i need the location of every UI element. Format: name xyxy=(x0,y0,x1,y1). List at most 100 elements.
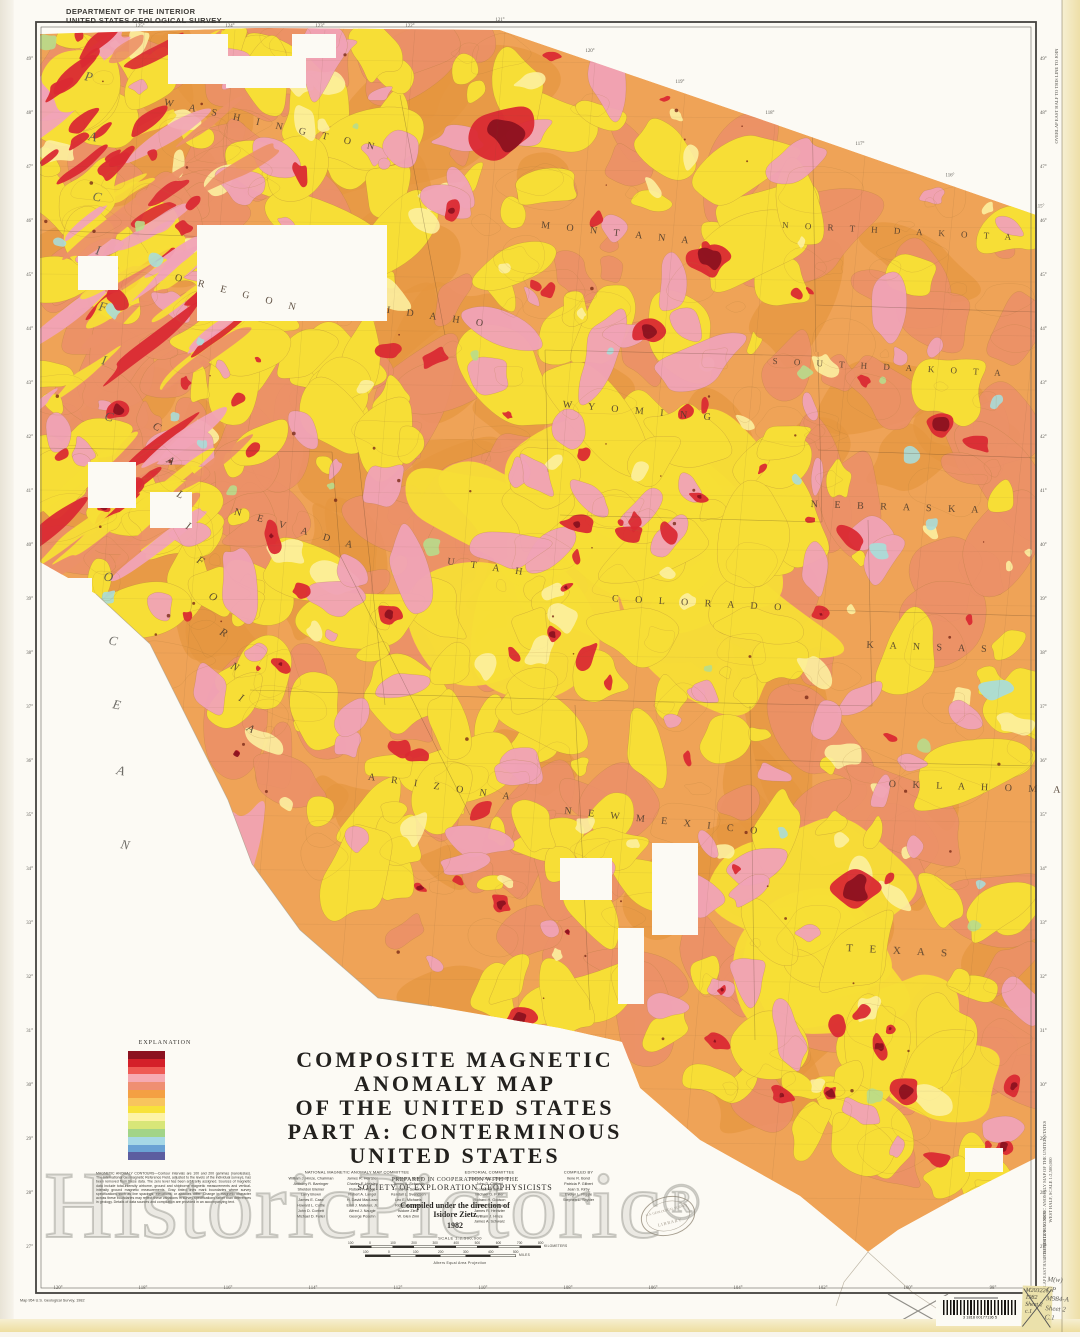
svg-text:42°: 42° xyxy=(1040,435,1047,440)
scale-unit: MILES xyxy=(519,1253,531,1258)
map-title-line2: OF THE UNITED STATES xyxy=(295,1095,615,1120)
svg-text:C: C xyxy=(107,632,119,649)
svg-text:COMPOSITE MAGNETIC ANOMALY MAP: COMPOSITE MAGNETIC ANOMALY MAP OF THE UN… xyxy=(1042,1120,1047,1259)
legend-note: MAGNETIC ANOMALY CONTOURS—Contour interv… xyxy=(96,1172,251,1205)
committee-name: William J. Hinze xyxy=(476,1213,503,1219)
svg-text:36°: 36° xyxy=(1040,759,1047,764)
svg-text:27°: 27° xyxy=(26,1245,33,1250)
lat-labels: 49° 49° 48° 48° 47° 47° 46° 46° 45° 45° 44° 44° 43° 4… xyxy=(26,57,1047,1250)
svg-text:T E X A S: T E X A S xyxy=(846,942,955,960)
svg-text:I: I xyxy=(99,352,108,368)
scale-tick: 0 xyxy=(388,1250,390,1255)
svg-text:I: I xyxy=(236,692,247,705)
svg-text:122°: 122° xyxy=(405,24,414,29)
legend-title: EXPLANATION xyxy=(138,1040,192,1046)
national-committee-title: NATIONAL MAGNETIC ANOMALY MAP COMMITTEE xyxy=(304,1170,410,1175)
svg-text:33°: 33° xyxy=(26,921,33,926)
svg-text:41°: 41° xyxy=(26,489,33,494)
svg-text:42°: 42° xyxy=(26,435,33,440)
svg-text:A: A xyxy=(114,762,126,779)
scale-tick: 500 xyxy=(513,1250,519,1255)
legend-swatch xyxy=(128,1121,165,1130)
scale-tick: 200 xyxy=(411,1241,417,1246)
svg-text:121°: 121° xyxy=(495,18,504,23)
svg-text:112°: 112° xyxy=(394,1286,403,1291)
svg-text:98°: 98° xyxy=(990,1286,997,1291)
legend-swatch xyxy=(128,1074,165,1084)
committee-column: Michael S. Reford James A. Schwarz Fred W.… xyxy=(391,1176,425,1219)
scan-edge-bottom xyxy=(0,1319,1080,1332)
committee-name: John D. Corbett xyxy=(476,1181,503,1186)
survey-gaps xyxy=(60,34,1003,1172)
compiled-line: Compiled under the direction of xyxy=(400,1201,510,1210)
legend-color-bar xyxy=(128,1051,165,1161)
svg-text:O: O xyxy=(102,568,115,585)
scale-unit: KILOMETERS xyxy=(544,1244,568,1249)
scale-tick: 200 xyxy=(438,1250,444,1255)
scale-tick: 100 xyxy=(363,1250,369,1255)
barcode-digits: 3 1818 00177136 5 xyxy=(962,1316,998,1320)
svg-text:34°: 34° xyxy=(26,867,33,872)
committee-name: William J. Hinze, Chairman xyxy=(288,1176,334,1181)
committee-name: Richard J. Wold xyxy=(395,1202,422,1208)
legend-swatch xyxy=(128,1144,165,1154)
committee-name: Jean S. Kirby xyxy=(567,1186,590,1192)
svg-text:48°: 48° xyxy=(1040,111,1047,116)
committee-name: W. Glen Zinn xyxy=(397,1213,420,1219)
committee-name: Michael D. Fuller xyxy=(475,1192,504,1197)
svg-text:44°: 44° xyxy=(1040,327,1047,332)
committee-name: Michael D. Fuller xyxy=(296,1213,326,1219)
svg-text:44°: 44° xyxy=(26,327,33,332)
committee-name: Sheldon Breiner xyxy=(297,1186,325,1192)
km-scale-bar: 100 0 100 200 300 400 500 600 700 800 KILOMETERS xyxy=(330,1241,590,1250)
svg-text:43°: 43° xyxy=(26,381,33,386)
svg-text:35°: 35° xyxy=(1040,813,1047,818)
svg-text:45°: 45° xyxy=(1040,273,1047,278)
committee-name: James A. Schwarz xyxy=(392,1181,424,1186)
svg-text:46°: 46° xyxy=(1040,219,1047,224)
svg-text:116°: 116° xyxy=(224,1286,233,1291)
svg-text:28°: 28° xyxy=(26,1191,33,1196)
pencil-line: C.1 xyxy=(1044,1313,1055,1322)
svg-text:43°: 43° xyxy=(1040,381,1047,386)
legend-swatch xyxy=(128,1082,165,1091)
cooperation-line: PREPARED IN COOPERATION WITH THE xyxy=(391,1177,519,1183)
cooperation-society: SOCIETY OF EXPLORATION GEOPHYSICISTS xyxy=(357,1183,553,1192)
scale-tick: 100 xyxy=(413,1250,419,1255)
svg-text:45°: 45° xyxy=(26,273,33,278)
svg-text:34°: 34° xyxy=(1040,867,1047,872)
scale-tick: 800 xyxy=(538,1241,544,1246)
svg-text:102°: 102° xyxy=(818,1286,827,1291)
svg-text:K A N S A S: K A N S A S xyxy=(866,640,994,655)
svg-text:38°: 38° xyxy=(26,651,33,656)
anomaly-texture xyxy=(40,28,1036,1252)
scale-label: SCALE 1:2,500,000 xyxy=(438,1236,482,1241)
scale-tick: 600 xyxy=(495,1241,502,1246)
committee-name: Michael S. Reford xyxy=(393,1176,424,1181)
committee-name: H. David MacLean xyxy=(346,1197,378,1203)
barcode-caption-smudge xyxy=(954,1297,998,1299)
svg-text:28°: 28° xyxy=(1040,1191,1047,1196)
map-title-line1: COMPOSITE MAGNETIC ANOMALY MAP xyxy=(296,1047,614,1096)
scale-tick: 0 xyxy=(369,1241,371,1246)
sheet-edge-shadow xyxy=(1061,0,1063,1332)
committee-name: Fred W. Severs xyxy=(395,1186,422,1192)
svg-text:I: I xyxy=(183,520,194,533)
svg-text:110°: 110° xyxy=(479,1286,488,1291)
svg-text:118°: 118° xyxy=(766,111,775,116)
svg-text:32°: 32° xyxy=(26,975,33,980)
svg-text:29°: 29° xyxy=(1040,1137,1047,1142)
committee-name: Gordon P. Eaton xyxy=(475,1186,504,1192)
library-barcode-label: 3 1818 00177136 5 xyxy=(936,1296,1024,1326)
svg-text:125°: 125° xyxy=(135,24,144,29)
svg-text:120°: 120° xyxy=(53,1286,62,1291)
svg-text:OVERLAP EAST HALF TO THIS LINE: OVERLAP EAST HALF TO THIS LINE TO JOIN xyxy=(1054,48,1059,144)
svg-text:106°: 106° xyxy=(648,1286,657,1291)
committee-column: Isidore Zietz, Chairman John D. Corbett Go… xyxy=(470,1176,509,1225)
agency-header: DEPARTMENT OF THE INTERIOR UNITED STATES… xyxy=(66,7,222,25)
committee-name: Alfred J. Naugle xyxy=(348,1208,376,1213)
committee-column: William J. Hinze, Chairman Anthony R. Bar… xyxy=(288,1176,333,1219)
barcode-icon xyxy=(943,1300,1017,1315)
